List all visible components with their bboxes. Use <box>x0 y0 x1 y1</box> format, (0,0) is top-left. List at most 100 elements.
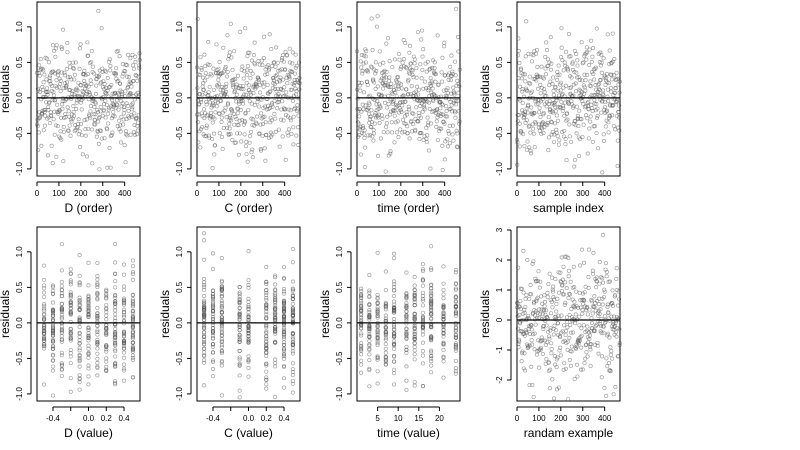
data-point <box>118 81 123 86</box>
data-point <box>594 26 599 31</box>
data-point <box>109 82 114 88</box>
data-point <box>435 33 440 38</box>
data-point <box>251 91 256 96</box>
data-point <box>515 112 520 118</box>
data-point <box>398 82 404 87</box>
data-point <box>540 351 545 357</box>
y-tick-label: -0.5 <box>15 126 24 140</box>
data-point <box>228 132 233 137</box>
data-point <box>244 73 250 78</box>
data-point <box>592 342 598 347</box>
data-point <box>601 295 607 300</box>
data-point <box>367 347 372 353</box>
data-point <box>397 106 402 111</box>
data-point <box>587 126 592 131</box>
data-point <box>50 309 56 314</box>
data-point <box>50 358 56 363</box>
data-point <box>436 82 441 87</box>
data-point <box>541 307 546 312</box>
data-point <box>55 73 61 78</box>
data-point <box>608 345 613 350</box>
data-point <box>273 116 278 121</box>
data-point <box>248 68 253 73</box>
data-point <box>128 91 133 96</box>
data-point <box>128 56 133 61</box>
data-point <box>536 101 541 106</box>
data-point <box>35 122 40 127</box>
data-point <box>439 70 444 75</box>
data-point <box>264 288 269 293</box>
data-point <box>419 37 424 42</box>
data-point <box>264 334 269 339</box>
data-point <box>77 94 82 99</box>
data-point <box>86 300 91 305</box>
data-point <box>406 92 411 97</box>
data-point <box>89 127 95 132</box>
data-point <box>68 347 73 353</box>
data-point <box>121 340 127 345</box>
data-point <box>416 110 421 115</box>
data-point <box>373 60 378 65</box>
data-point <box>116 48 121 53</box>
data-point <box>202 282 207 288</box>
data-point <box>571 304 577 309</box>
data-point <box>230 83 235 88</box>
data-point <box>553 277 558 282</box>
data-point <box>202 115 207 121</box>
data-point <box>205 74 210 79</box>
data-point <box>101 108 106 113</box>
data-point <box>530 382 535 387</box>
data-point <box>283 67 288 72</box>
data-point <box>273 364 278 369</box>
data-point <box>375 342 380 348</box>
data-point <box>264 350 269 355</box>
data-point <box>566 255 571 261</box>
data-point <box>113 362 118 367</box>
y-tick-label: 0.5 <box>15 56 24 68</box>
data-point <box>281 305 287 310</box>
data-point <box>375 153 381 158</box>
data-point <box>237 333 242 338</box>
data-point <box>582 290 587 295</box>
data-point <box>290 98 296 104</box>
data-point <box>121 346 127 351</box>
data-point <box>392 339 397 344</box>
data-point <box>357 133 362 138</box>
data-point <box>453 346 458 351</box>
data-point <box>59 45 64 50</box>
data-point <box>256 77 261 82</box>
data-point <box>122 107 127 113</box>
data-point <box>537 74 543 79</box>
data-point <box>407 71 412 76</box>
data-point <box>429 307 434 312</box>
data-point <box>608 352 613 357</box>
data-point <box>210 311 216 317</box>
data-point <box>420 277 425 282</box>
data-point <box>262 34 267 39</box>
data-point <box>130 114 135 120</box>
data-point <box>539 335 544 340</box>
x-tick-label: 400 <box>438 189 452 198</box>
data-point <box>82 118 87 123</box>
data-point <box>527 296 532 301</box>
data-point <box>596 302 602 307</box>
data-point <box>281 336 287 341</box>
data-point <box>441 292 446 297</box>
data-point <box>422 107 427 112</box>
data-point <box>68 329 73 334</box>
data-point <box>361 107 366 112</box>
data-point <box>68 292 73 297</box>
data-point <box>407 136 412 141</box>
data-point <box>367 334 372 339</box>
data-point <box>202 302 207 307</box>
data-point <box>514 137 520 142</box>
data-point <box>542 87 547 92</box>
data-point <box>575 374 580 379</box>
data-point <box>246 278 251 283</box>
data-point <box>80 152 85 157</box>
data-point <box>42 382 47 387</box>
data-point <box>584 45 589 50</box>
data-point <box>205 113 210 118</box>
data-point <box>291 125 296 130</box>
data-point <box>581 122 586 127</box>
